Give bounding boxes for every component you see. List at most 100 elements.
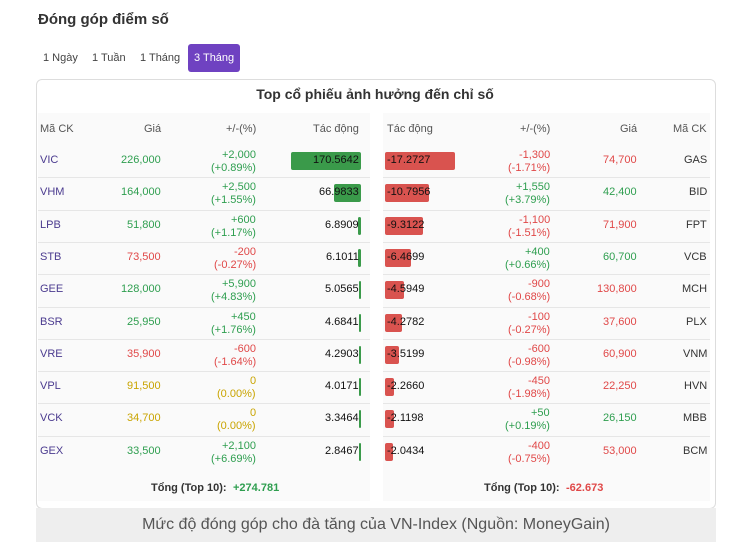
impact-value: -2.1198: [387, 412, 424, 425]
change: +2,500: [222, 181, 256, 194]
row-divider: [38, 274, 370, 276]
change: 0: [250, 407, 257, 420]
impact-bar: [385, 152, 455, 170]
row-divider: [383, 371, 710, 373]
price: 73,500: [127, 250, 161, 263]
row-divider: [38, 306, 370, 308]
impact-bar: [385, 378, 395, 397]
stock-code: GEX: [40, 444, 64, 457]
stock-code: BID: [689, 186, 708, 199]
change: -600: [234, 342, 257, 355]
stock-code: MCH: [682, 283, 708, 296]
stock-code: PLX: [686, 315, 707, 328]
change: -450: [528, 375, 551, 388]
row-divider: [38, 241, 370, 243]
change-percent: (-0.27%): [214, 258, 257, 271]
column-header: +/-(%): [226, 123, 257, 135]
price: 71,900: [603, 218, 637, 231]
stock-code: VHM: [40, 186, 65, 199]
stock-code: VRE: [40, 347, 63, 360]
stock-code: VCB: [684, 250, 707, 263]
row-divider: [383, 177, 710, 179]
price: 53,000: [603, 444, 637, 457]
change: +450: [231, 310, 256, 323]
impact-value: -3.5199: [387, 347, 425, 360]
stock-code: GAS: [684, 154, 708, 166]
column-header: Giá: [620, 123, 638, 135]
impact-value: 4.0171: [325, 380, 359, 393]
price: 91,500: [127, 380, 161, 393]
impact-value: -17.2727: [387, 154, 431, 166]
impact-value: 4.6841: [325, 315, 359, 328]
change-percent: (-0.98%): [508, 355, 551, 368]
change: +1,550: [516, 181, 550, 194]
price: 33,500: [127, 444, 161, 457]
impact-bar: [358, 248, 361, 267]
price: 74,700: [603, 154, 637, 166]
stock-code: STB: [40, 250, 62, 263]
price: 226,000: [121, 154, 161, 166]
price: 128,000: [121, 283, 161, 296]
stock-code: GEE: [40, 283, 64, 296]
impact-bar: [385, 216, 423, 235]
column-header: Mã CK: [673, 123, 707, 135]
change-percent: (+6.69%): [211, 452, 256, 465]
price: 130,800: [597, 283, 637, 296]
change-percent: (-0.68%): [508, 291, 551, 304]
column-header: Giá: [144, 123, 162, 135]
tab[interactable]: 1 Tuần: [92, 52, 126, 64]
stock-code: VPL: [40, 380, 61, 393]
impact-bar: [385, 184, 429, 203]
total-value: +274.781: [233, 482, 280, 494]
impact-bar: [359, 378, 361, 397]
change-percent: (+0.89%): [211, 162, 256, 174]
change-percent: (-1.98%): [508, 388, 551, 401]
impact-bar: [359, 442, 361, 461]
impact-bar: [385, 313, 403, 332]
tab[interactable]: 3 Tháng: [188, 44, 241, 72]
impact-value: 5.0565: [325, 283, 359, 296]
impact-bar: [359, 410, 361, 429]
impact-bar: [333, 184, 361, 203]
impact-value: 2.8467: [325, 444, 359, 457]
row-divider: [38, 177, 370, 179]
tab[interactable]: 1 Tháng: [140, 52, 181, 64]
impact-value: 3.3464: [325, 412, 359, 425]
stock-code: BCM: [683, 444, 708, 457]
price: 51,800: [127, 218, 161, 231]
row-divider: [38, 338, 370, 340]
price: 60,900: [603, 347, 637, 360]
stock-code: VIC: [40, 154, 59, 166]
row-divider: [383, 338, 710, 340]
change-percent: (-1.71%): [508, 162, 551, 174]
stock-code: BSR: [40, 315, 63, 328]
stock-code: FPT: [686, 218, 707, 231]
row-divider: [383, 274, 710, 276]
change: -900: [528, 278, 551, 291]
change-percent: (+3.79%): [505, 194, 550, 207]
caption: Mức độ đóng góp cho đà tăng của VN-Index…: [36, 508, 716, 542]
change-percent: (+0.19%): [505, 420, 550, 433]
tab[interactable]: 1 Ngày: [43, 52, 78, 64]
change-percent: (+1.55%): [211, 194, 256, 207]
stock-code: MBB: [683, 412, 707, 425]
column-header: Tác động: [313, 123, 359, 135]
row-divider: [383, 403, 710, 405]
stock-code: HVN: [684, 380, 708, 393]
impact-value: 6.8909: [325, 218, 359, 231]
impact-bar: [358, 216, 361, 235]
price: 25,950: [127, 315, 161, 328]
row-divider: [38, 371, 370, 373]
change-percent: (-0.75%): [508, 452, 551, 465]
change: -1,100: [519, 213, 551, 226]
change: +2,000: [222, 149, 256, 161]
impact-value: 66.9833: [319, 186, 359, 199]
impact-value: -9.3122: [387, 218, 425, 231]
impact-value: 4.2903: [325, 347, 359, 360]
row-divider: [38, 403, 370, 405]
impact-bar: [385, 410, 394, 429]
row-divider: [38, 209, 370, 211]
change-percent: (-0.27%): [508, 323, 551, 336]
change: +5,900: [222, 278, 256, 291]
impact-value: -4.5949: [387, 283, 425, 296]
